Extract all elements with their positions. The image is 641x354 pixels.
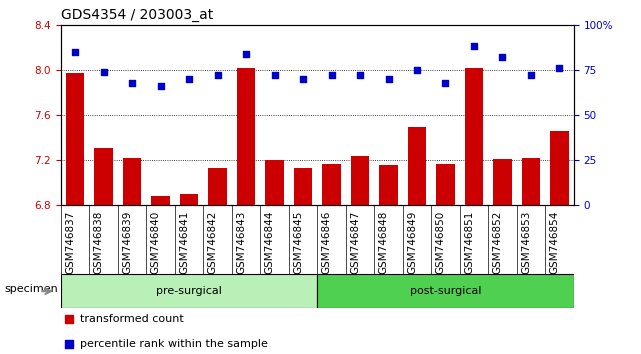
Text: GSM746848: GSM746848 [379,211,388,274]
Bar [294,168,312,205]
Point [440,80,451,85]
Point [156,83,166,89]
Bar [237,68,255,205]
Bar [208,168,227,205]
Point [70,49,80,55]
Bar [61,274,317,308]
Point [241,51,251,57]
Point [469,44,479,49]
Point [412,67,422,73]
Text: GDS4354 / 203003_at: GDS4354 / 203003_at [61,8,213,22]
Bar [550,131,569,205]
Point [269,73,279,78]
Text: GSM746841: GSM746841 [179,211,189,274]
Text: percentile rank within the sample: percentile rank within the sample [80,339,268,349]
Text: GSM746846: GSM746846 [322,211,331,274]
Text: GSM746853: GSM746853 [521,211,531,274]
Bar [317,274,574,308]
Text: transformed count: transformed count [80,314,184,325]
Bar [408,127,426,205]
Text: GSM746840: GSM746840 [151,211,161,274]
Point [298,76,308,82]
Text: GSM746847: GSM746847 [350,211,360,274]
Bar [522,158,540,205]
Bar [493,159,512,205]
Bar [437,164,454,205]
Bar [351,156,369,205]
Text: GSM746854: GSM746854 [549,211,560,274]
Text: GSM746838: GSM746838 [94,211,104,274]
Text: GSM746851: GSM746851 [464,211,474,274]
Text: GSM746852: GSM746852 [492,211,503,274]
Bar [465,68,483,205]
Text: pre-surgical: pre-surgical [156,286,222,296]
Bar [322,164,341,205]
Bar [94,148,113,205]
Bar [265,160,284,205]
Text: GSM746844: GSM746844 [265,211,274,274]
Point [184,76,194,82]
Text: GSM746845: GSM746845 [293,211,303,274]
Text: GSM746839: GSM746839 [122,211,132,274]
Point [497,55,508,60]
Point [355,73,365,78]
Point [382,15,392,20]
Text: specimen: specimen [5,285,58,295]
Point [554,65,565,71]
Point [383,76,394,82]
Point [326,73,337,78]
Point [526,73,536,78]
Text: GSM746849: GSM746849 [407,211,417,274]
Text: GSM746843: GSM746843 [236,211,246,274]
Bar [151,196,170,205]
Point [382,236,392,242]
Text: post-surgical: post-surgical [410,286,481,296]
Bar [123,158,142,205]
Point [212,73,222,78]
Text: GSM746837: GSM746837 [65,211,75,274]
Point [99,69,109,75]
Text: GSM746850: GSM746850 [435,211,445,274]
Bar [66,73,85,205]
Point [127,80,137,85]
Text: GSM746842: GSM746842 [208,211,217,274]
Bar [379,165,398,205]
Bar [180,194,198,205]
